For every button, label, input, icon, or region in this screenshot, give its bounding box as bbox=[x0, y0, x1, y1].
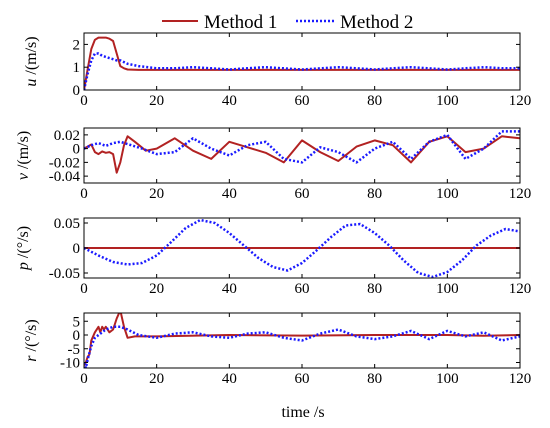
x-tick-label: 20 bbox=[149, 93, 164, 109]
x-tick-label: 20 bbox=[149, 186, 164, 202]
x-tick-label: 20 bbox=[149, 371, 164, 387]
y-tick-label: 2 bbox=[73, 37, 81, 53]
x-tick-label: 120 bbox=[509, 281, 532, 297]
x-tick-label: 60 bbox=[295, 93, 310, 109]
y-axis-label: v /(m/s) bbox=[15, 131, 32, 180]
series-line-method-1 bbox=[84, 313, 520, 366]
panel-u: 0 20 40 60 80 100 120 0 1 2 u /(m/s) bbox=[23, 32, 532, 109]
y-tick-label: -5 bbox=[68, 342, 81, 358]
x-tick-label: 40 bbox=[222, 186, 237, 202]
x-tick-label: 120 bbox=[509, 186, 532, 202]
y-axis-unit: /(°/s) bbox=[23, 319, 40, 351]
y-axis-label: p /(°/s) bbox=[15, 226, 32, 271]
x-tick-label: 60 bbox=[295, 281, 310, 297]
x-tick-label: 100 bbox=[436, 281, 459, 297]
x-tick-label: 120 bbox=[509, 93, 532, 109]
series-line-method-2 bbox=[84, 52, 520, 90]
y-tick-label: 0 bbox=[73, 328, 81, 344]
x-tick-label: 40 bbox=[222, 93, 237, 109]
x-tick-label: 100 bbox=[436, 371, 459, 387]
x-tick-label: 40 bbox=[222, 371, 237, 387]
plot-frame bbox=[83, 127, 521, 184]
y-axis-label: r /(°/s) bbox=[23, 319, 40, 361]
y-axis-variable: u bbox=[23, 75, 40, 87]
x-tick-label: 80 bbox=[367, 93, 382, 109]
y-tick-label: 0.05 bbox=[54, 216, 80, 232]
series-line-method-2 bbox=[84, 325, 520, 368]
x-tick-label: 20 bbox=[149, 281, 164, 297]
x-tick-label: 100 bbox=[436, 186, 459, 202]
x-tick-label: 0 bbox=[80, 371, 88, 387]
x-tick-label: 0 bbox=[80, 93, 88, 109]
x-tick-label: 0 bbox=[80, 186, 88, 202]
y-tick-label: -0.05 bbox=[49, 266, 80, 282]
y-tick-label: 0 bbox=[73, 142, 81, 158]
x-tick-label: 60 bbox=[295, 371, 310, 387]
y-tick-label: -0.02 bbox=[49, 155, 80, 171]
y-tick-label: 1 bbox=[73, 60, 81, 76]
y-tick-label: 0 bbox=[73, 241, 81, 257]
y-axis-label: u /(m/s) bbox=[23, 36, 40, 86]
x-tick-label: 80 bbox=[367, 371, 382, 387]
x-tick-label: 80 bbox=[367, 186, 382, 202]
series-line-method-1 bbox=[84, 135, 520, 174]
legend-label-method-2: Method 2 bbox=[340, 12, 413, 33]
y-tick-label: 0.02 bbox=[54, 128, 80, 144]
x-tick-label: 80 bbox=[367, 281, 382, 297]
y-axis-unit: /(°/s) bbox=[15, 226, 32, 258]
plot-frame bbox=[83, 32, 521, 91]
y-axis-unit: /(m/s) bbox=[23, 36, 40, 74]
x-tick-label: 40 bbox=[222, 281, 237, 297]
legend-label-method-1: Method 1 bbox=[204, 12, 277, 33]
x-tick-label: 100 bbox=[436, 93, 459, 109]
series-line-method-2 bbox=[84, 130, 520, 164]
x-tick-label: 0 bbox=[80, 281, 88, 297]
y-tick-label: 5 bbox=[73, 314, 81, 330]
series-line-method-1 bbox=[84, 36, 520, 90]
y-tick-label: 0 bbox=[73, 83, 81, 99]
y-axis-variable: p bbox=[15, 258, 32, 271]
series-line-method-2 bbox=[84, 218, 520, 278]
y-axis-variable: v bbox=[15, 169, 32, 180]
x-tick-label: 60 bbox=[295, 186, 310, 202]
y-tick-label: -0.04 bbox=[49, 169, 81, 185]
legend: Method 1 Method 2 bbox=[162, 12, 413, 33]
x-axis-label: time /s bbox=[281, 404, 324, 421]
y-axis-unit: /(m/s) bbox=[15, 131, 32, 169]
y-axis-variable: r bbox=[23, 351, 40, 361]
x-tick-label: 120 bbox=[509, 371, 532, 387]
y-tick-label: -10 bbox=[60, 356, 80, 372]
